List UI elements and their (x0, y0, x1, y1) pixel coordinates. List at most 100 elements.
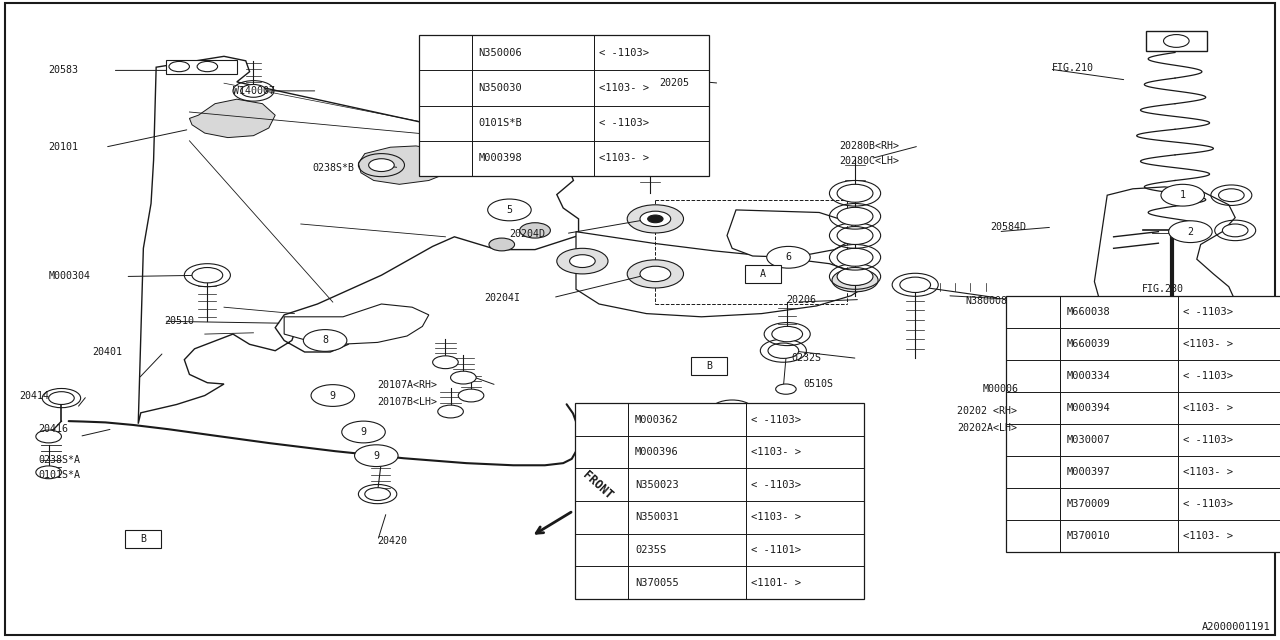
Text: 1: 1 (1030, 307, 1036, 317)
Text: M000334: M000334 (1066, 371, 1110, 381)
Text: 6: 6 (599, 480, 604, 490)
Text: N350023: N350023 (635, 480, 678, 490)
Circle shape (582, 540, 621, 559)
Circle shape (1164, 35, 1189, 47)
Text: 9: 9 (443, 118, 448, 128)
Circle shape (342, 421, 385, 443)
Text: 0101S*A: 0101S*A (38, 470, 81, 480)
Circle shape (710, 400, 754, 422)
Circle shape (1206, 302, 1231, 315)
Text: 20414: 20414 (19, 390, 49, 401)
Circle shape (837, 268, 873, 285)
Circle shape (49, 392, 74, 404)
Text: M000362: M000362 (635, 415, 678, 424)
Circle shape (451, 371, 476, 384)
Circle shape (640, 211, 671, 227)
Text: 20206: 20206 (786, 294, 815, 305)
Text: M660039: M660039 (1066, 339, 1110, 349)
Text: N370055: N370055 (635, 578, 678, 588)
Circle shape (767, 246, 810, 268)
Circle shape (307, 325, 338, 340)
Circle shape (169, 61, 189, 72)
Text: < -1103>: < -1103> (1183, 307, 1233, 317)
Text: < -1101>: < -1101> (751, 545, 801, 555)
Text: < -1103>: < -1103> (751, 415, 801, 424)
Text: 20280B<RH>: 20280B<RH> (840, 141, 900, 151)
Text: 9: 9 (330, 390, 335, 401)
Text: <1103- >: <1103- > (599, 154, 649, 163)
Circle shape (311, 385, 355, 406)
Text: <1103- >: <1103- > (751, 513, 801, 522)
Text: <1103- >: <1103- > (1183, 339, 1233, 349)
Bar (125, 530, 161, 548)
Text: <1101- >: <1101- > (751, 578, 801, 588)
Text: N350006: N350006 (479, 48, 522, 58)
Text: 20401: 20401 (92, 347, 122, 357)
Circle shape (640, 266, 671, 282)
Text: 0235S: 0235S (635, 545, 666, 555)
Text: N350030: N350030 (479, 83, 522, 93)
Text: M660038: M660038 (1066, 307, 1110, 317)
Text: < -1103>: < -1103> (1183, 435, 1233, 445)
Bar (1006, 296, 1280, 552)
Text: 20584D: 20584D (991, 222, 1027, 232)
Text: 20510: 20510 (164, 316, 193, 326)
Text: 8: 8 (443, 48, 448, 58)
Text: 20101: 20101 (49, 142, 78, 152)
Circle shape (426, 43, 465, 62)
Bar (1146, 31, 1207, 51)
Text: FRONT: FRONT (580, 469, 614, 502)
Polygon shape (576, 232, 868, 317)
Text: FIG.280: FIG.280 (1142, 284, 1184, 294)
Text: <1103- >: <1103- > (1183, 403, 1233, 413)
Text: 9: 9 (361, 427, 366, 437)
Text: N350031: N350031 (635, 513, 678, 522)
Circle shape (776, 384, 796, 394)
Text: <1103- >: <1103- > (1183, 467, 1233, 477)
Text: 6: 6 (786, 252, 791, 262)
Text: M000398: M000398 (479, 154, 522, 163)
Text: 8: 8 (323, 335, 328, 346)
Bar (166, 60, 237, 74)
Text: 0510S: 0510S (804, 379, 833, 389)
Circle shape (627, 205, 684, 233)
Text: 3: 3 (1110, 363, 1115, 373)
Circle shape (1014, 494, 1052, 513)
Circle shape (1091, 357, 1134, 379)
Text: 0232S: 0232S (791, 353, 820, 364)
Circle shape (557, 248, 608, 274)
Circle shape (1169, 221, 1212, 243)
Text: < -1103>: < -1103> (599, 48, 649, 58)
Text: M000396: M000396 (635, 447, 678, 457)
Text: B: B (141, 534, 146, 544)
Text: 20204D: 20204D (509, 228, 545, 239)
Text: 5: 5 (507, 205, 512, 215)
Text: A: A (760, 269, 765, 279)
Text: 2: 2 (1188, 227, 1193, 237)
Text: < -1103>: < -1103> (751, 480, 801, 490)
Text: 20420: 20420 (378, 536, 407, 546)
Circle shape (355, 445, 398, 467)
Text: 3: 3 (1030, 435, 1036, 445)
Text: M030007: M030007 (1066, 435, 1110, 445)
Circle shape (837, 248, 873, 266)
Polygon shape (358, 146, 454, 184)
Circle shape (582, 410, 621, 429)
Text: 20205: 20205 (659, 78, 689, 88)
Circle shape (635, 70, 666, 86)
Text: < -1103>: < -1103> (599, 118, 649, 128)
Text: M370009: M370009 (1066, 499, 1110, 509)
Text: A2000001191: A2000001191 (1202, 622, 1271, 632)
Text: 20107A<RH>: 20107A<RH> (378, 380, 438, 390)
Text: 0101S*B: 0101S*B (479, 118, 522, 128)
Text: N380008: N380008 (965, 296, 1007, 306)
Circle shape (1014, 430, 1052, 449)
Circle shape (438, 405, 463, 418)
Circle shape (1014, 366, 1052, 385)
Text: 0238S*A: 0238S*A (38, 454, 81, 465)
Circle shape (1014, 302, 1052, 321)
Text: 9: 9 (374, 451, 379, 461)
Text: 4: 4 (1030, 499, 1036, 509)
Circle shape (489, 238, 515, 251)
Circle shape (520, 223, 550, 238)
